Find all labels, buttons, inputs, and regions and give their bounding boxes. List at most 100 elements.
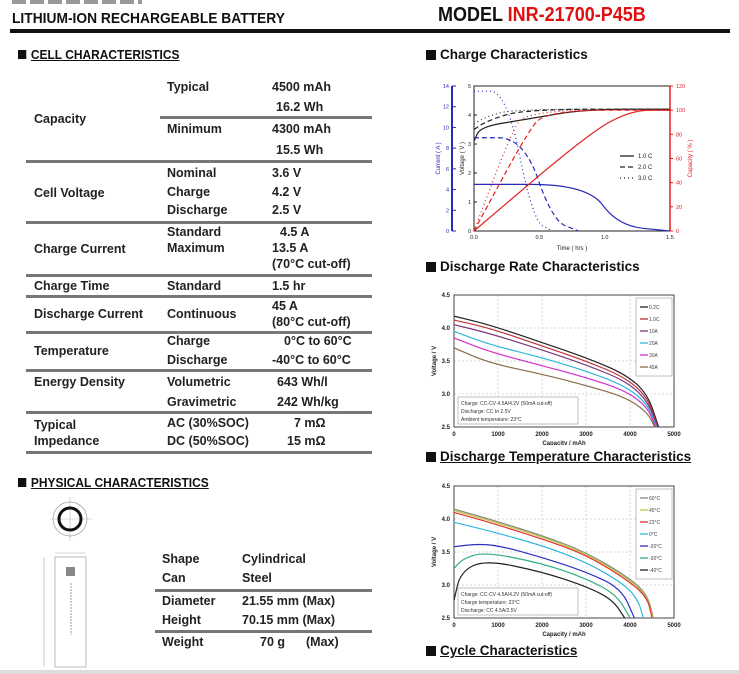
row-label-discharge-current: Discharge Current [34, 307, 144, 321]
divider [26, 160, 372, 163]
sub-minimum: Minimum [167, 122, 222, 136]
sub: Volumetric [167, 375, 231, 389]
svg-text:0.0: 0.0 [470, 235, 478, 241]
battery-drawing [43, 497, 92, 668]
svg-text:Charge: CC-CV 4.5A/4.2V (50mA: Charge: CC-CV 4.5A/4.2V (50mA cut-off) [461, 401, 552, 407]
svg-text:4000: 4000 [623, 432, 637, 438]
value: 16.2 Wh [276, 100, 324, 114]
sub: Gravimetric [167, 395, 237, 409]
label: Weight [162, 635, 204, 649]
sub: Charge [167, 185, 211, 199]
divider [155, 630, 372, 633]
value: 15 mΩ [287, 434, 326, 448]
svg-text:Voltage / V: Voltage / V [432, 537, 438, 567]
physical-section-title: PHYSICAL CHARACTERISTICS [18, 475, 209, 490]
svg-text:14: 14 [443, 84, 449, 90]
sub-typical: Typical [167, 80, 210, 94]
svg-text:Voltage ( V ): Voltage ( V ) [460, 142, 466, 175]
svg-text:4.5: 4.5 [442, 293, 451, 299]
svg-text:4.0: 4.0 [442, 517, 451, 523]
svg-text:Discharge: CC 4.5A/2.5V: Discharge: CC 4.5A/2.5V [461, 608, 518, 614]
svg-text:23°C: 23°C [649, 520, 661, 526]
value: 242 Wh/kg [277, 395, 339, 409]
value: (70°C cut-off) [272, 257, 351, 271]
sub: Maximum [167, 241, 225, 255]
model-heading: MODEL INR-21700-P45B [438, 4, 646, 27]
svg-text:3: 3 [468, 142, 471, 148]
label: Height [162, 613, 201, 627]
value: 7 mΩ [294, 416, 326, 430]
svg-text:Current ( A ): Current ( A ) [436, 142, 442, 174]
sub: Standard [167, 225, 222, 239]
svg-text:0: 0 [676, 229, 679, 235]
svg-text:10A: 10A [649, 329, 659, 335]
svg-text:45A: 45A [649, 365, 659, 371]
svg-text:Ambient temperature: 23°C: Ambient temperature: 23°C [461, 417, 522, 423]
divider [26, 331, 372, 334]
row-label-impedance-1: Typical [34, 418, 77, 432]
svg-text:4: 4 [468, 113, 471, 119]
discharge-rate-chart: 0 1000 2000 3000 4000 5000 2.5 3.0 3.5 4.0 4.5 0.2C… [432, 293, 681, 445]
svg-text:60°C: 60°C [649, 496, 661, 502]
cell-section-title: CELL CHARACTERISTICS [18, 47, 180, 62]
divider [26, 411, 372, 414]
svg-text:1.0 C: 1.0 C [638, 154, 653, 160]
cycle-section-title: Cycle Characteristics [426, 643, 577, 658]
svg-text:1000: 1000 [491, 432, 505, 438]
model-name: INR-21700-P45B [507, 4, 646, 26]
sub: DC (50%SOC) [167, 434, 249, 448]
svg-text:Discharge: CC to 2.5V: Discharge: CC to 2.5V [461, 409, 511, 415]
svg-text:4000: 4000 [623, 623, 637, 629]
svg-text:1.0: 1.0 [601, 235, 609, 241]
svg-text:0: 0 [452, 623, 456, 629]
svg-text:1000: 1000 [491, 623, 505, 629]
row-label-capacity: Capacity [34, 112, 87, 126]
svg-text:3.5: 3.5 [442, 550, 451, 556]
svg-text:60: 60 [676, 157, 682, 163]
svg-text:5: 5 [468, 84, 471, 90]
value: Steel [242, 571, 272, 585]
svg-text:0°C: 0°C [649, 532, 658, 538]
label: Diameter [162, 594, 216, 608]
svg-text:4.0: 4.0 [442, 326, 451, 332]
divider [26, 274, 372, 277]
value: Cylindrical [242, 552, 306, 566]
label: Shape [162, 552, 200, 566]
value-suffix: (Max) [306, 635, 339, 649]
svg-text:8: 8 [446, 146, 449, 152]
svg-text:3000: 3000 [579, 623, 593, 629]
value: 643 Wh/l [277, 375, 328, 389]
svg-text:2000: 2000 [535, 432, 549, 438]
value: 4.5 A [280, 225, 310, 239]
row-label-energy-density: Energy Density [34, 375, 126, 389]
value: 13.5 A [272, 241, 309, 255]
row-label-impedance-2: Impedance [34, 434, 100, 448]
svg-text:Charge: CC-CV 4.5A/4.2V (50mA: Charge: CC-CV 4.5A/4.2V (50mA cut-off) [461, 592, 552, 598]
svg-text:2: 2 [446, 208, 449, 214]
square-bullet-icon [426, 452, 436, 462]
svg-text:20A: 20A [649, 341, 659, 347]
square-bullet-icon [426, 262, 436, 272]
svg-text:20: 20 [676, 205, 682, 211]
value: 70.15 mm (Max) [242, 613, 336, 627]
svg-text:120: 120 [676, 84, 685, 90]
sub: Continuous [167, 307, 237, 321]
value: 2.5 V [272, 203, 302, 217]
label: Can [162, 571, 186, 585]
divider [26, 295, 372, 298]
svg-text:80: 80 [676, 132, 682, 138]
square-bullet-icon [426, 50, 436, 60]
svg-text:3000: 3000 [579, 432, 593, 438]
svg-text:10: 10 [443, 125, 449, 131]
svg-text:2000: 2000 [535, 623, 549, 629]
value: 4500 mAh [272, 80, 332, 94]
model-prefix: MODEL [438, 4, 503, 26]
square-bullet-icon [18, 478, 27, 487]
svg-text:-30°C: -30°C [649, 556, 662, 562]
divider [26, 369, 372, 372]
svg-text:12: 12 [443, 105, 449, 111]
cut-off-logo [12, 0, 142, 4]
divider [26, 221, 372, 224]
discharge-rate-section-title: Discharge Rate Characteristics [426, 259, 640, 274]
